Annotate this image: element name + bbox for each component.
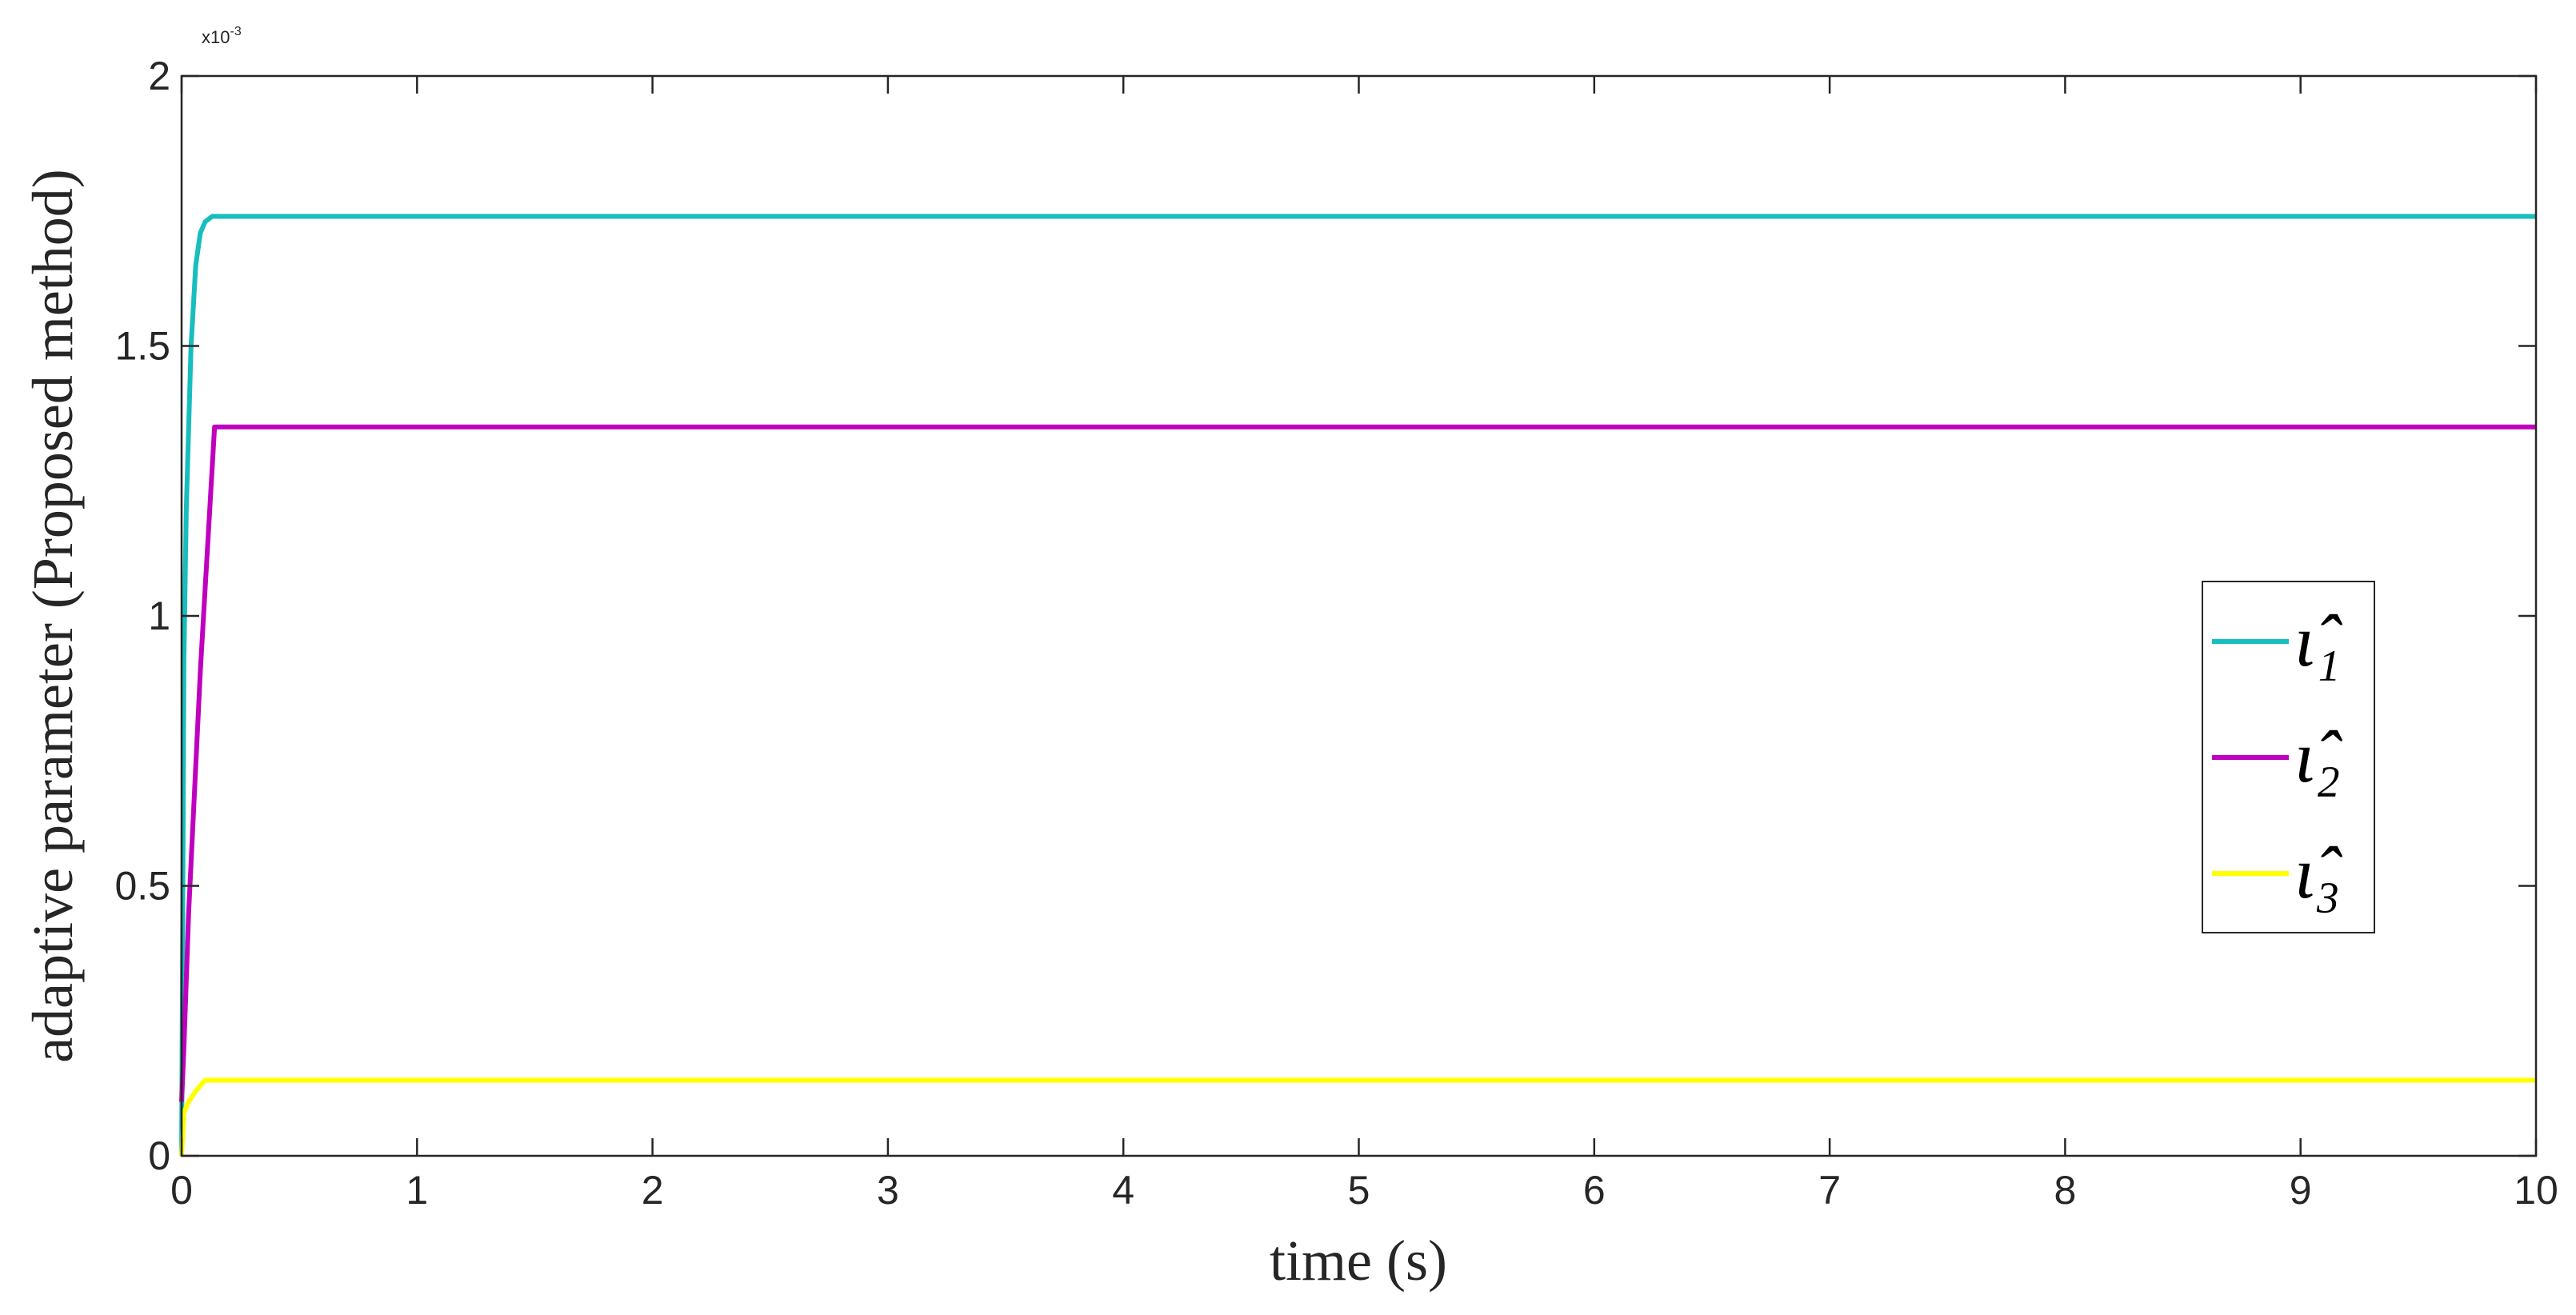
x-tick-label: 3 [877,1168,899,1213]
legend-label: ι̂₃ [2294,832,2343,913]
x-tick-label: 10 [2514,1168,2558,1213]
y-multiplier: x10-3 [202,25,242,47]
x-tick-label: 7 [1818,1168,1841,1213]
y-tick-label: 2 [148,54,170,98]
series-line [179,424,2536,1102]
y-tick-label: 1 [148,594,170,638]
x-tick-label: 0 [170,1168,193,1213]
series-line [179,214,2536,1157]
x-tick-label: 2 [642,1168,664,1213]
x-tick-label: 6 [1583,1168,1606,1213]
x-tick-label: 8 [2054,1168,2076,1213]
legend-label: ι̂₁ [2294,600,2343,681]
x-tick-label: 9 [2290,1168,2312,1213]
legend-label: ι̂₂ [2294,716,2343,797]
y-multiplier-base: x10 [202,27,230,47]
x-tick-label: 5 [1348,1168,1370,1213]
y-tick-label: 1.5 [114,324,170,369]
series-line [179,1077,2536,1157]
y-multiplier-exponent: -3 [230,25,241,38]
y-tick-label: 0 [148,1133,170,1178]
y-tick-label: 0.5 [114,864,170,909]
x-axis-label: time (s) [1270,1229,1447,1293]
x-tick-label: 1 [406,1168,428,1213]
y-axis-label: adaptive parameter (Proposed method) [21,169,85,1063]
x-tick-label: 4 [1112,1168,1134,1213]
